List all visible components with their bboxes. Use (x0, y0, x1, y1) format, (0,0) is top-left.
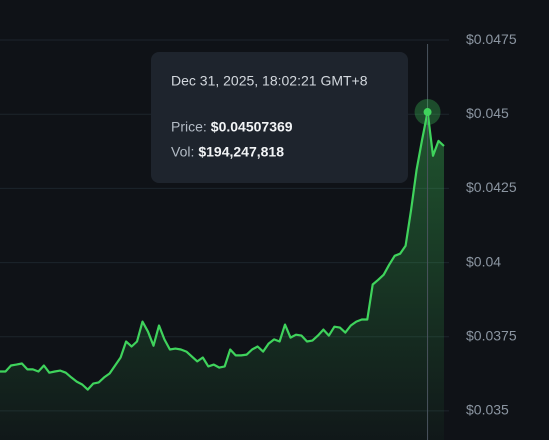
y-tick-label: $0.0475 (466, 31, 517, 47)
tooltip-box (151, 52, 408, 183)
plot (0, 44, 445, 440)
tooltip-date: Dec 31, 2025, 18:02:21 GMT+8 (171, 73, 368, 89)
price-line (0, 110, 445, 391)
tooltip-price-label: Price: (171, 119, 207, 135)
tooltip-vol-label: Vol: (171, 144, 194, 160)
tooltip: Dec 31, 2025, 18:02:21 GMT+8 Price: $0.0… (151, 52, 408, 183)
hover-point (423, 108, 432, 117)
tooltip-vol: $194,247,818 (198, 144, 284, 160)
y-tick-label: $0.0375 (466, 327, 517, 343)
tooltip-price: $0.04507369 (211, 119, 293, 135)
y-tick-label: $0.04 (466, 253, 501, 269)
y-tick-label: $0.045 (466, 105, 509, 121)
y-tick-label: $0.0425 (466, 179, 517, 195)
y-tick-label: $0.035 (466, 402, 509, 418)
area (0, 112, 444, 440)
